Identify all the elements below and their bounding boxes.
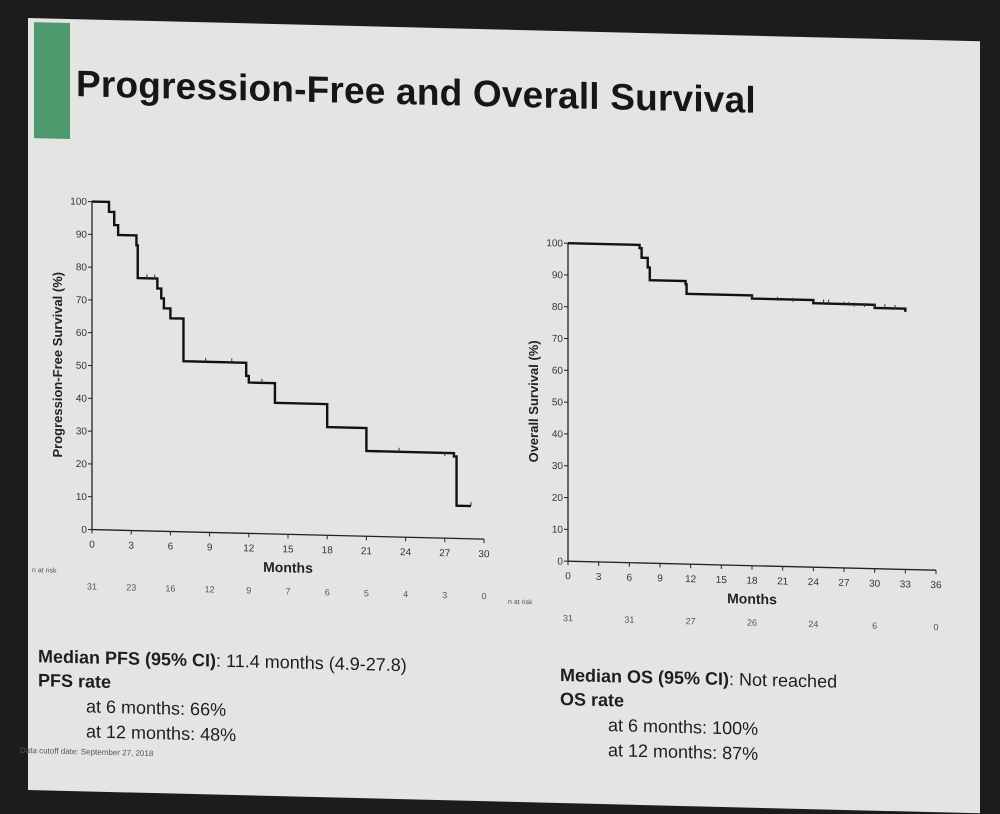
os-y-tick-label: 80 xyxy=(552,302,564,313)
pfs-x-tick-label: 27 xyxy=(439,548,451,559)
pfs-x-tick-label: 18 xyxy=(322,545,334,556)
pfs-y-tick-label: 90 xyxy=(76,229,88,240)
pfs-y-tick-label: 40 xyxy=(76,393,88,404)
os-at-risk-value: 27 xyxy=(686,616,696,626)
os-x-tick-label: 33 xyxy=(900,579,912,590)
os-y-tick-label: 90 xyxy=(552,270,564,281)
pfs-y-tick-label: 100 xyxy=(70,197,87,208)
os-x-tick-label: 18 xyxy=(746,576,758,587)
os-y-tick-label: 40 xyxy=(552,429,564,440)
pfs-rate-6: at 6 months: 66% xyxy=(86,696,227,720)
os-x-tick-label: 9 xyxy=(657,573,663,584)
pfs-at-risk-value: 3 xyxy=(442,590,447,600)
os-x-tick-label: 6 xyxy=(627,573,633,584)
os-x-axis-label: Months xyxy=(727,590,777,607)
pfs-at-risk-label: n at risk xyxy=(32,567,57,575)
os-x-tick-label: 15 xyxy=(716,575,728,586)
os-rate-12: at 12 months: 87% xyxy=(608,740,759,764)
pfs-x-tick-label: 21 xyxy=(361,546,373,557)
os-x-tick-label: 3 xyxy=(596,572,602,583)
pfs-at-risk-value: 16 xyxy=(165,583,175,593)
os-y-tick-label: 50 xyxy=(552,397,564,408)
pfs-y-tick-label: 60 xyxy=(76,328,88,339)
pfs-y-tick-label: 30 xyxy=(76,426,88,437)
os-y-tick-label: 0 xyxy=(557,556,563,567)
pfs-y-tick-label: 80 xyxy=(76,262,88,273)
pfs-x-tick-label: 12 xyxy=(243,543,255,554)
pfs-y-axis-label: Progression-Free Survival (%) xyxy=(50,272,65,458)
os-x-tick-label: 0 xyxy=(565,571,571,582)
os-median-label: Median OS (95% CI) xyxy=(560,665,730,690)
os-survival-curve xyxy=(568,241,907,312)
pfs-at-risk-value: 31 xyxy=(87,581,97,591)
pfs-x-tick-label: 24 xyxy=(400,547,412,558)
pfs-at-risk-value: 9 xyxy=(246,585,251,595)
pfs-at-risk-value: 23 xyxy=(126,582,136,592)
pfs-x-axis-label: Months xyxy=(263,559,313,576)
pfs-x-tick-label: 30 xyxy=(478,549,490,560)
pfs-at-risk-value: 5 xyxy=(364,588,369,598)
pfs-at-risk-value: 12 xyxy=(205,584,215,594)
os-x-tick-label: 30 xyxy=(869,579,881,590)
os-x-tick-label: 24 xyxy=(808,577,820,588)
pfs-y-tick-label: 10 xyxy=(76,492,88,503)
pfs-median-value: : 11.4 months (4.9-27.8) xyxy=(216,650,407,676)
os-at-risk-value: 24 xyxy=(808,619,818,629)
os-rate-label: OS rate xyxy=(560,689,625,711)
pfs-x-tick-label: 6 xyxy=(168,541,174,552)
os-at-risk-value: 26 xyxy=(747,618,757,628)
os-at-risk-value: 0 xyxy=(933,622,938,632)
os-at-risk-value: 31 xyxy=(624,615,634,625)
os-y-tick-label: 60 xyxy=(552,366,564,377)
os-median-value: : Not reached xyxy=(729,669,838,692)
pfs-rate-12: at 12 months: 48% xyxy=(86,721,237,746)
os-at-risk-value: 31 xyxy=(563,613,573,623)
os-x-tick-label: 27 xyxy=(838,578,850,589)
os-x-tick-label: 12 xyxy=(685,574,697,585)
pfs-rate-label: PFS rate xyxy=(38,670,112,693)
os-x-tick-label: 21 xyxy=(777,576,789,587)
pfs-y-tick-label: 70 xyxy=(76,295,88,306)
os-x-tick-label: 36 xyxy=(930,580,942,591)
os-rate-6: at 6 months: 100% xyxy=(608,715,759,739)
pfs-y-tick-label: 20 xyxy=(76,459,88,470)
pfs-at-risk-value: 6 xyxy=(325,587,330,597)
pfs-y-tick-label: 50 xyxy=(76,361,88,372)
pfs-x-tick-label: 3 xyxy=(128,540,134,551)
os-y-tick-label: 100 xyxy=(546,238,563,249)
pfs-survival-curve xyxy=(92,200,471,508)
os-y-axis-label: Overall Survival (%) xyxy=(526,340,541,462)
pfs-x-tick-label: 0 xyxy=(89,539,95,550)
pfs-x-tick-label: 9 xyxy=(207,542,213,553)
os-y-tick-label: 10 xyxy=(552,525,564,536)
pfs-x-tick-label: 15 xyxy=(282,544,294,555)
os-at-risk-label: n at risk xyxy=(508,599,533,607)
pfs-y-tick-label: 0 xyxy=(81,525,87,536)
pfs-at-risk-value: 7 xyxy=(285,586,290,596)
os-y-tick-label: 70 xyxy=(552,334,564,345)
pfs-at-risk-value: 4 xyxy=(403,589,408,599)
pfs-median-label: Median PFS (95% CI) xyxy=(38,646,217,671)
os-at-risk-value: 6 xyxy=(872,621,877,631)
os-y-tick-label: 30 xyxy=(552,461,564,472)
os-y-tick-label: 20 xyxy=(552,493,564,504)
pfs-at-risk-value: 0 xyxy=(481,591,486,601)
